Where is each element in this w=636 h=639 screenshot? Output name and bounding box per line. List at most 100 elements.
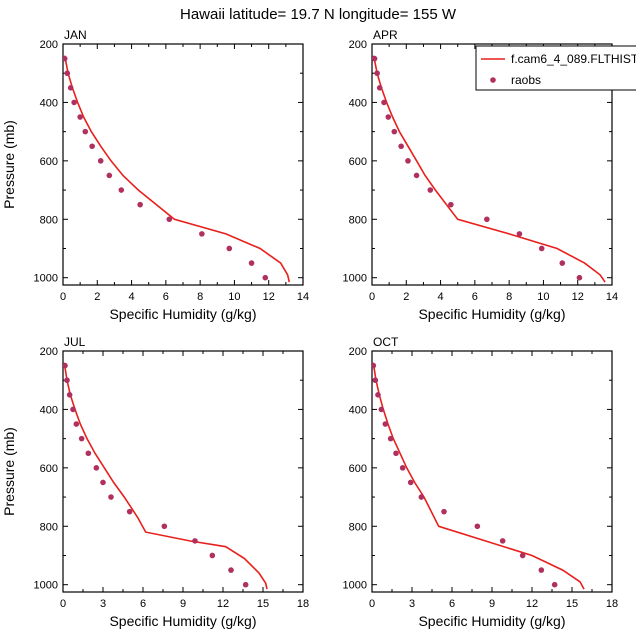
x-tick-label: 12 <box>572 291 584 303</box>
raobs-point <box>372 377 379 384</box>
raobs-point <box>199 231 205 237</box>
x-tick-label: 0 <box>369 598 375 610</box>
x-tick-label: 10 <box>537 291 549 303</box>
raobs-point <box>228 567 234 573</box>
x-tick-label: 9 <box>180 598 186 610</box>
raobs-point <box>82 128 89 135</box>
y-tick-label: 600 <box>40 463 58 475</box>
x-axis-label: Specific Humidity (g/kg) <box>109 613 256 629</box>
raobs-point <box>242 581 249 588</box>
y-tick-label: 200 <box>40 39 58 51</box>
raobs-point <box>78 435 85 442</box>
y-tick-label: 200 <box>40 346 58 358</box>
raobs-point <box>64 377 70 384</box>
raobs-point <box>108 494 114 500</box>
raobs-point <box>387 435 394 442</box>
raobs-point <box>70 406 76 413</box>
x-tick-label: 6 <box>472 291 478 303</box>
raobs-point <box>484 216 490 223</box>
raobs-point <box>63 362 68 369</box>
y-tick-label: 600 <box>349 156 367 168</box>
raobs-point <box>71 99 77 106</box>
raobs-point <box>374 70 380 77</box>
raobs-point <box>64 70 71 77</box>
x-tick-label: 4 <box>438 291 444 303</box>
raobs-point <box>376 85 383 91</box>
x-tick-label: 3 <box>409 598 415 610</box>
y-tick-label: 800 <box>40 214 58 226</box>
raobs-point <box>551 581 558 588</box>
raobs-point <box>391 128 398 135</box>
raobs-point <box>576 274 583 281</box>
x-tick-label: 10 <box>228 291 240 303</box>
raobs-point <box>226 245 233 252</box>
y-axis-label: Pressure (mb) <box>1 427 17 516</box>
raobs-point <box>407 479 414 486</box>
model-line <box>372 55 606 283</box>
y-axis-label: Pressure (mb) <box>1 120 17 209</box>
raobs-point <box>63 55 68 62</box>
raobs-point <box>137 201 143 208</box>
raobs-point <box>77 114 83 120</box>
panel-jul: JUL 0 3 6 9 12 15 18 200 400 600 800 1000 Specific Hu… <box>1 335 309 629</box>
raobs-point <box>192 538 198 544</box>
legend-label: raobs <box>511 73 541 87</box>
x-tick-label: 4 <box>129 291 135 303</box>
y-tick-label: 1000 <box>343 580 367 592</box>
x-tick-label: 8 <box>506 291 512 303</box>
raobs-point <box>89 143 95 150</box>
y-tick-label: 1000 <box>34 580 58 592</box>
x-tick-label: 0 <box>60 291 66 303</box>
series-group <box>372 55 606 283</box>
raobs-point <box>209 552 216 559</box>
x-tick-label: 2 <box>94 291 100 303</box>
panel-label: APR <box>373 28 398 42</box>
raobs-point <box>67 85 74 91</box>
raobs-point <box>418 494 425 500</box>
panel-apr: APR 0 2 4 6 8 10 12 14 200 400 600 800 1000 Specific H… <box>343 28 619 322</box>
x-tick-label: 0 <box>60 598 66 610</box>
legend-box <box>475 45 636 91</box>
raobs-point <box>441 508 447 515</box>
x-tick-label: 15 <box>257 598 269 610</box>
raobs-point <box>93 465 100 471</box>
raobs-point <box>100 479 106 486</box>
y-tick-label: 1000 <box>343 273 367 285</box>
x-tick-label: 18 <box>297 598 309 610</box>
x-tick-label: 3 <box>100 598 106 610</box>
x-tick-label: 14 <box>297 291 309 303</box>
raobs-point <box>248 260 255 266</box>
raobs-point <box>559 260 566 266</box>
raobs-point <box>399 465 406 471</box>
model-line <box>372 362 585 590</box>
raobs-point <box>405 158 411 164</box>
y-tick-label: 800 <box>40 521 58 533</box>
y-tick-label: 600 <box>349 463 367 475</box>
panel-label: OCT <box>373 335 399 349</box>
raobs-point <box>381 99 387 106</box>
raobs-point <box>73 421 80 427</box>
legend-label: f.cam6_4_089.FLTHIST <box>511 52 636 66</box>
series-group <box>372 362 585 590</box>
raobs-point <box>382 421 389 427</box>
y-tick-label: 600 <box>40 156 58 168</box>
raobs-point <box>375 392 381 398</box>
y-tick-label: 800 <box>349 521 367 533</box>
plot-frame <box>62 350 304 593</box>
raobs-point <box>66 392 73 398</box>
raobs-point <box>97 158 104 164</box>
legend-marker-swatch <box>490 77 496 83</box>
raobs-point <box>161 523 168 530</box>
x-tick-label: 0 <box>369 291 375 303</box>
y-tick-label: 200 <box>349 346 367 358</box>
plot-frame <box>62 43 304 286</box>
figure-title: Hawaii latitude= 19.7 N longitude= 155 W <box>180 6 457 23</box>
y-tick-label: 400 <box>349 404 367 416</box>
x-tick-label: 6 <box>140 598 146 610</box>
x-tick-label: 12 <box>217 598 229 610</box>
raobs-point <box>262 274 269 281</box>
x-axis-label: Specific Humidity (g/kg) <box>418 613 565 629</box>
model-line <box>63 55 291 283</box>
x-tick-label: 6 <box>163 291 169 303</box>
